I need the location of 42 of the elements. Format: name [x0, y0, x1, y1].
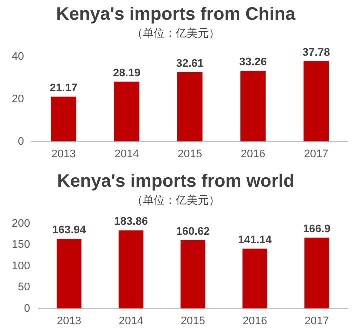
x-tick-label: 2016 — [242, 315, 268, 328]
data-label: 21.17 — [50, 82, 78, 94]
data-label: 33.26 — [240, 56, 268, 69]
data-label: 166.9 — [303, 223, 331, 236]
chart-title: Kenya's imports from world — [57, 170, 295, 191]
bar — [177, 72, 203, 142]
bar — [51, 96, 76, 142]
y-tick-label: 150 — [12, 239, 30, 252]
data-label: 160.62 — [176, 226, 210, 238]
y-tick-label: 50 — [18, 282, 30, 294]
x-tick-label: 2017 — [304, 148, 329, 160]
y-tick-label: 0 — [18, 136, 24, 148]
bar — [180, 240, 206, 309]
x-tick-label: 2014 — [114, 148, 140, 160]
data-label: 183.86 — [114, 216, 148, 228]
x-tick-label: 2014 — [119, 315, 144, 328]
y-tick-label: 20 — [12, 93, 24, 106]
bar — [56, 239, 82, 309]
x-tick-label: 2013 — [57, 315, 82, 328]
x-tick-label: 2015 — [180, 315, 206, 328]
x-tick-label: 2017 — [304, 315, 330, 328]
data-label: 163.94 — [52, 224, 88, 237]
data-label: 141.14 — [238, 234, 273, 246]
y-tick-label: 100 — [12, 260, 30, 272]
bar — [118, 230, 144, 309]
data-label: 32.61 — [176, 58, 204, 70]
chart-subtitle: （单位：亿美元） — [132, 27, 220, 40]
data-label: 28.19 — [113, 67, 141, 80]
x-tick-label: 2013 — [52, 148, 76, 160]
data-label: 37.78 — [302, 47, 330, 60]
y-tick-label: 200 — [12, 218, 30, 230]
bar — [304, 238, 330, 309]
y-tick-label: 40 — [12, 50, 24, 63]
chart-title: Kenya's imports from China — [56, 4, 297, 24]
y-tick-label: 0 — [24, 302, 30, 315]
x-tick-label: 2016 — [241, 148, 266, 160]
bar — [242, 248, 268, 309]
bar — [240, 71, 266, 142]
bar — [114, 82, 140, 142]
x-tick-label: 2015 — [178, 148, 202, 160]
bar — [304, 62, 330, 142]
chart-subtitle: （单位：亿美元） — [132, 194, 220, 208]
